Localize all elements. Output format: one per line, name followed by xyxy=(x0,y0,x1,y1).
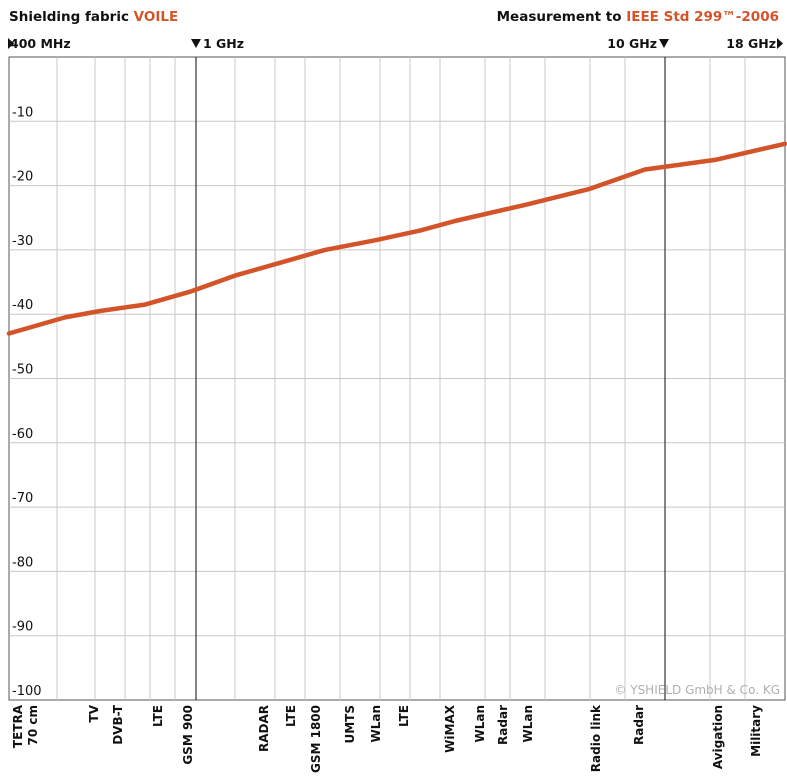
title-accent: VOILE xyxy=(133,9,179,25)
y-tick-label: -10 xyxy=(12,105,33,120)
band-label: WLan xyxy=(473,705,487,743)
band-label: TV xyxy=(87,704,101,722)
frequency-marker-arrow-icon xyxy=(191,39,201,48)
attenuation-series-line xyxy=(6,141,787,336)
y-tick-label: -100 xyxy=(12,684,42,699)
band-label: LTE xyxy=(397,705,411,727)
band-label: Military xyxy=(749,705,763,757)
y-tick-label: -20 xyxy=(12,170,33,185)
frequency-marker-label: 400 MHz xyxy=(10,36,71,51)
band-label: WLan xyxy=(369,705,383,743)
y-tick-label: -50 xyxy=(12,363,33,378)
band-label: Radar xyxy=(632,705,646,745)
band-label: LTE xyxy=(284,705,298,727)
band-label: Radio link xyxy=(589,704,603,772)
band-label: LTE xyxy=(151,705,165,727)
frequency-marker-arrow-icon xyxy=(8,38,14,49)
band-label: Avigation xyxy=(711,705,725,769)
measurement-standard: Measurement to IEEE Std 299™-2006 xyxy=(497,9,779,25)
title-prefix: Shielding fabric xyxy=(9,9,134,25)
y-tick-label: -40 xyxy=(12,298,33,313)
band-label: DVB-T xyxy=(111,704,125,745)
band-label: TETRA xyxy=(11,704,25,748)
y-tick-label: -60 xyxy=(12,427,33,442)
copyright-watermark: © YSHIELD GmbH & Co. KG xyxy=(614,683,780,697)
frequency-marker-label: 10 GHz xyxy=(607,36,657,51)
band-label: 70 cm xyxy=(26,705,40,746)
measurement-prefix: Measurement to xyxy=(496,9,627,25)
band-label: WLan xyxy=(521,705,535,743)
y-tick-label: -80 xyxy=(12,555,33,570)
band-label: UMTS xyxy=(343,705,357,744)
chart-title: Shielding fabric VOILE xyxy=(9,9,178,25)
frequency-marker-arrow-icon xyxy=(659,39,669,48)
measurement-accent: IEEE Std 299™-2006 xyxy=(626,9,779,25)
y-tick-label: -70 xyxy=(12,491,33,506)
band-label: WiMAX xyxy=(443,704,457,753)
band-label: Radar xyxy=(496,705,510,745)
y-tick-label: -90 xyxy=(12,620,33,635)
frequency-marker-label: 18 GHz xyxy=(726,36,776,51)
band-label: GSM 900 xyxy=(181,705,195,765)
band-label: RADAR xyxy=(257,705,271,752)
band-label: GSM 1800 xyxy=(309,705,323,773)
frequency-marker-arrow-icon xyxy=(777,38,783,49)
y-tick-label: -30 xyxy=(12,234,33,249)
frequency-marker-label: 1 GHz xyxy=(203,36,244,51)
